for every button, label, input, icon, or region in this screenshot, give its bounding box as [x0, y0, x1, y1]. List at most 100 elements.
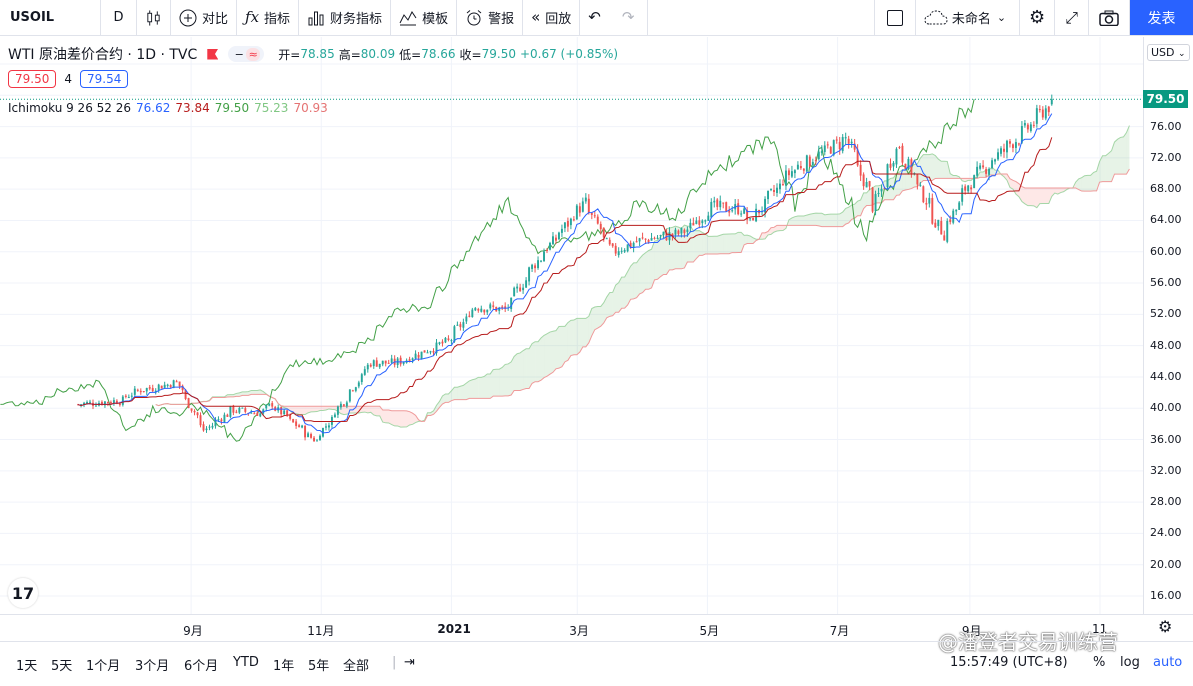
price-tick-label: 36.00	[1150, 432, 1182, 446]
high-label: 高=	[338, 47, 361, 62]
kijun-value: 73.84	[175, 101, 210, 115]
symbol-search-button[interactable]: USOIL	[0, 0, 101, 36]
close-value: 79.50	[481, 47, 516, 61]
candle	[710, 201, 713, 218]
publish-button[interactable]: 发表	[1130, 0, 1193, 35]
buy-price-button[interactable]: 79.54	[80, 70, 129, 88]
cloud-segment	[505, 363, 509, 396]
range-all[interactable]: 全部	[343, 659, 370, 674]
cloud-segment	[702, 232, 706, 256]
candle	[130, 395, 133, 397]
price-chart[interactable]	[0, 37, 1143, 614]
chart-pane[interactable]	[0, 37, 1143, 614]
candle	[342, 404, 345, 406]
candle	[327, 425, 330, 428]
redo-button[interactable]: ↷	[614, 0, 649, 36]
candle	[438, 342, 441, 344]
goto-date-icon[interactable]: ⇥	[404, 655, 415, 670]
percent-toggle[interactable]: %	[1093, 655, 1106, 670]
currency-selector[interactable]: USD ⌄	[1147, 44, 1190, 61]
candle	[767, 190, 770, 200]
candle	[847, 138, 850, 144]
cloud-segment	[331, 406, 335, 410]
cloud-segment	[582, 318, 586, 347]
cloud-segment	[394, 410, 398, 426]
range-6m[interactable]: 6个月	[184, 659, 219, 674]
legend-toggle[interactable]: − ≈	[228, 46, 265, 62]
open-value: 78.85	[300, 47, 335, 61]
candle	[770, 189, 772, 191]
cloud-segment	[496, 369, 500, 397]
spread-value: 4	[64, 72, 72, 86]
log-toggle[interactable]: log	[1120, 655, 1140, 670]
cloud-segment	[806, 214, 810, 226]
cloud-segment	[624, 271, 628, 309]
chart-type-button[interactable]	[137, 0, 171, 36]
cloud-segment	[594, 306, 598, 330]
candle	[139, 390, 142, 393]
axis-settings-gear-icon[interactable]: ⚙	[1158, 617, 1173, 636]
candle	[525, 280, 528, 288]
candle	[916, 174, 919, 185]
alert-button[interactable]: 警报	[457, 0, 524, 36]
range-ytd[interactable]: YTD	[233, 655, 259, 670]
cloud-segment	[1024, 187, 1028, 206]
bar-chart-icon	[308, 11, 324, 25]
range-1y[interactable]: 1年	[273, 659, 295, 674]
compare-button[interactable]: 对比	[171, 0, 238, 36]
candle	[462, 322, 465, 328]
cloud-segment	[355, 406, 359, 414]
indicator-name: Ichimoku 9 26 52 26	[8, 101, 131, 115]
candle	[459, 324, 462, 328]
candle	[635, 241, 638, 243]
interval-button[interactable]: D	[101, 0, 137, 36]
cloud-segment	[699, 230, 703, 256]
candle	[378, 363, 381, 368]
symbol-title[interactable]: WTI 原油差价合约 · 1D · TVC	[8, 47, 198, 63]
candle	[298, 425, 301, 428]
fullscreen-button[interactable]: ⤢	[1055, 0, 1089, 36]
price-axis[interactable]	[1143, 37, 1193, 614]
cloud-segment	[514, 353, 518, 391]
settings-button[interactable]: ⚙	[1020, 0, 1056, 36]
templates-button[interactable]: 模板	[391, 0, 458, 36]
cloud-segment	[526, 348, 530, 389]
time-axis[interactable]: 9月 11月 2021 3月 5月 7月 9月 11	[0, 614, 1193, 641]
fullscreen-layout-button[interactable]	[873, 0, 916, 36]
sell-price-button[interactable]: 79.50	[8, 70, 57, 88]
cloud-segment	[696, 230, 700, 259]
replay-button[interactable]: « 回放	[523, 0, 581, 36]
cloud-segment	[717, 235, 721, 255]
range-1m[interactable]: 1个月	[86, 659, 121, 674]
range-1d[interactable]: 1天	[16, 659, 38, 674]
candle	[889, 163, 892, 168]
snapshot-button[interactable]	[1089, 0, 1130, 36]
range-3m[interactable]: 3个月	[135, 659, 170, 674]
candle	[295, 421, 298, 426]
candle	[543, 251, 545, 262]
cloud-segment	[690, 226, 694, 263]
compare-label: 对比	[202, 12, 229, 27]
time-tick-label: 5月	[699, 624, 720, 638]
candle	[375, 360, 378, 367]
candle	[620, 250, 623, 252]
ichimoku-legend[interactable]: Ichimoku 9 26 52 26 76.62 73.84 79.50 75…	[8, 101, 333, 115]
candle	[142, 391, 145, 393]
undo-button[interactable]: ↶	[580, 0, 614, 36]
bid-ask-row: 79.50 4 79.54	[8, 70, 136, 88]
candle	[286, 410, 289, 416]
flag-icon[interactable]	[207, 48, 219, 60]
candle	[557, 232, 560, 240]
candle	[172, 380, 175, 389]
financials-button[interactable]: 财务指标	[299, 0, 392, 36]
clock[interactable]: 15:57:49 (UTC+8)	[950, 655, 1068, 670]
auto-toggle[interactable]: auto	[1153, 655, 1183, 670]
candle	[492, 305, 495, 307]
layout-name-button[interactable]: 未命名 ⌄	[916, 0, 1021, 36]
cloud-segment	[890, 177, 894, 200]
indicators-button[interactable]: ƒx 指标	[237, 0, 300, 36]
range-5y[interactable]: 5年	[308, 659, 330, 674]
tradingview-logo[interactable]: 17	[8, 578, 38, 608]
cloud-segment	[460, 385, 464, 400]
range-5d[interactable]: 5天	[51, 659, 73, 674]
